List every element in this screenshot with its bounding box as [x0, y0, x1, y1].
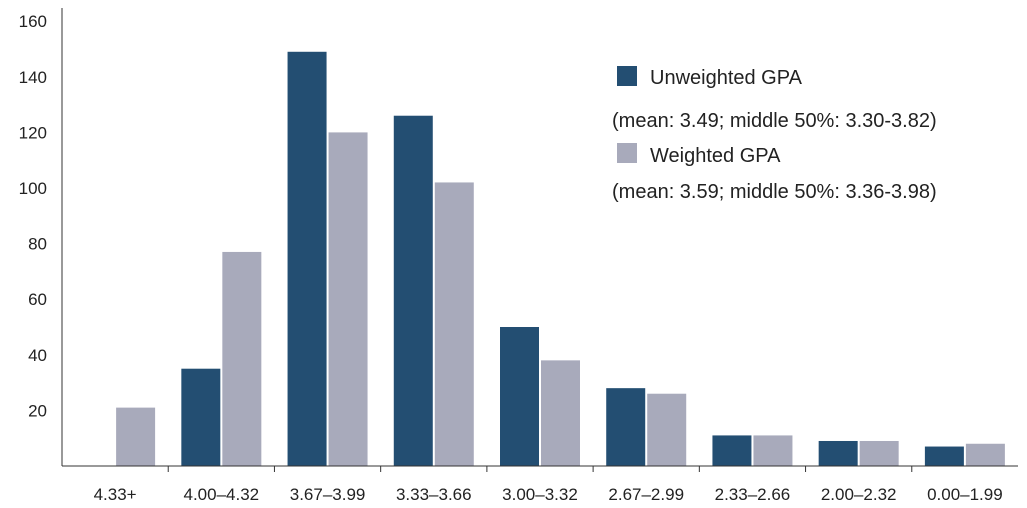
bar-weighted-5	[647, 393, 687, 466]
bar-unweighted-1	[181, 368, 221, 466]
legend-swatch-weighted	[617, 143, 637, 163]
x-axis-ticks	[167, 466, 913, 472]
y-tick-label-160: 160	[19, 12, 47, 31]
bar-weighted-4	[541, 360, 580, 466]
bar-weighted-8	[965, 443, 1005, 466]
bar-weighted-2	[328, 132, 368, 466]
bar-unweighted-5	[606, 388, 646, 466]
x-axis-labels: 4.33+ 4.00–4.32 3.67–3.99 3.33–3.66 3.00–3.3…	[94, 485, 1003, 504]
y-tick-label-100: 100	[19, 179, 47, 198]
y-tick-label-140: 140	[19, 68, 47, 87]
bar-unweighted-7	[818, 440, 858, 466]
bar-unweighted-3	[393, 115, 433, 466]
y-tick-label-80: 80	[28, 235, 47, 254]
x-tick-label-5: 2.67–2.99	[608, 485, 684, 504]
bar-unweighted-4	[500, 327, 539, 466]
legend: Unweighted GPA (mean: 3.49; middle 50%: …	[612, 66, 937, 203]
legend-swatch-unweighted	[617, 66, 637, 86]
x-tick-label-0: 4.33+	[94, 485, 137, 504]
bar-weighted-0	[116, 407, 156, 466]
bar-weighted-6	[753, 435, 793, 466]
bars	[116, 51, 1005, 466]
y-tick-label-20: 20	[28, 401, 47, 420]
legend-label-weighted: Weighted GPA	[650, 145, 781, 167]
y-tick-label-120: 120	[19, 123, 47, 142]
bar-unweighted-6	[712, 435, 752, 466]
x-tick-label-7: 2.00–2.32	[821, 485, 897, 504]
legend-note-weighted: (mean: 3.59; middle 50%: 3.36-3.98)	[612, 181, 937, 203]
bar-unweighted-2	[287, 51, 327, 466]
bar-weighted-3	[434, 182, 474, 466]
bar-unweighted-8	[924, 446, 964, 466]
legend-note-unweighted: (mean: 3.49; middle 50%: 3.30-3.82)	[612, 110, 937, 132]
x-tick-label-3: 3.33–3.66	[396, 485, 472, 504]
x-tick-label-6: 2.33–2.66	[715, 485, 791, 504]
bar-weighted-1	[222, 251, 262, 466]
legend-label-unweighted: Unweighted GPA	[650, 67, 803, 89]
y-tick-label-40: 40	[28, 346, 47, 365]
y-axis-ticks: 20 40 60 80 100 120 140 160	[19, 12, 47, 420]
y-tick-label-60: 60	[28, 290, 47, 309]
x-tick-label-8: 0.00–1.99	[927, 485, 1003, 504]
x-tick-label-1: 4.00–4.32	[184, 485, 260, 504]
x-tick-label-2: 3.67–3.99	[290, 485, 366, 504]
bar-weighted-7	[859, 440, 899, 466]
x-tick-label-4: 3.00–3.32	[502, 485, 578, 504]
